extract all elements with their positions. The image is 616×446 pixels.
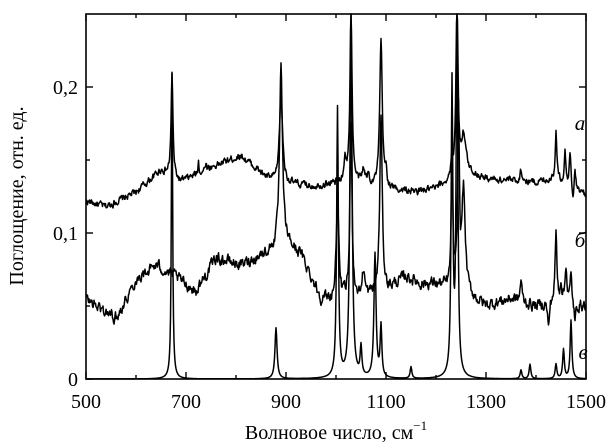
ticks-group (85, 14, 587, 380)
x-tick-label: 900 (271, 391, 301, 413)
series-group: а б в (85, 13, 588, 380)
series-label-1: б (575, 228, 587, 252)
x-tick-label: 1100 (366, 391, 405, 413)
x-axis-title-superscript: −1 (413, 418, 427, 433)
x-axis-title-text: Волновое число, см (245, 422, 414, 444)
series-line-2 (85, 13, 587, 380)
y-tick-label: 0,2 (53, 77, 78, 99)
x-tick-label: 1300 (466, 391, 506, 413)
series-label-0: а (575, 111, 586, 135)
y-tick-label: 0,1 (53, 223, 78, 245)
series-line-0 (85, 13, 587, 209)
y-axis-title: Поглощение, отн. ед. (6, 106, 28, 285)
series-label-2: в (578, 340, 587, 364)
x-axis-title: Волновое число, см−1 (245, 418, 427, 444)
x-tick-label: 700 (171, 391, 201, 413)
y-tick-label: 0 (68, 369, 78, 391)
x-tick-label: 500 (71, 391, 101, 413)
x-tick-label: 1500 (566, 391, 606, 413)
tick-labels-group: 500 700 900 1100 1300 1500 0 0,1 0,2 (53, 77, 606, 413)
